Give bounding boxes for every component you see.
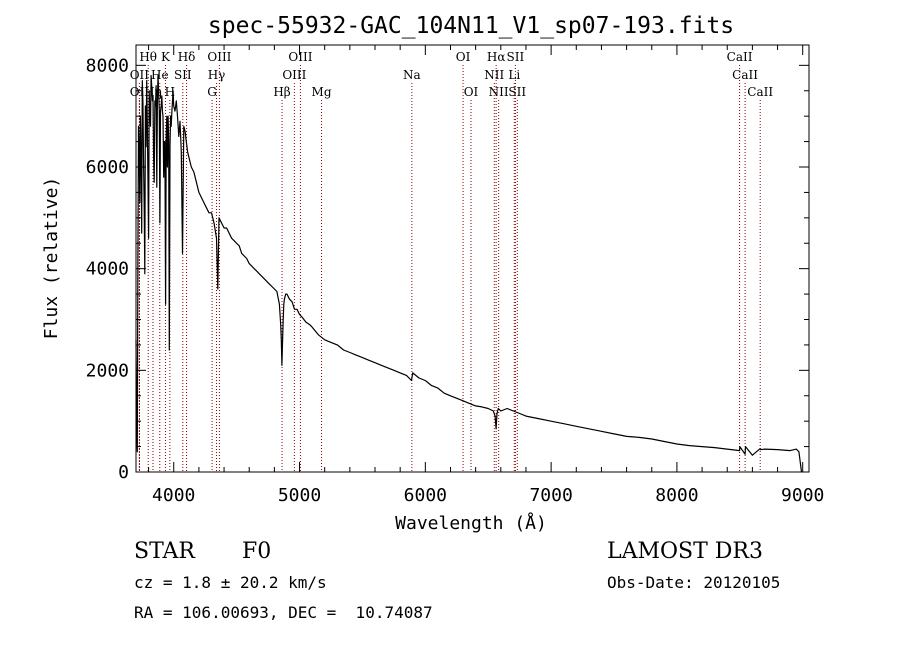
object-class: STAR xyxy=(134,539,195,564)
observation-date: Obs-Date: 20120105 xyxy=(607,573,781,592)
chart-title: spec-55932-GAC_104N11_V1_sp07-193.fits xyxy=(208,13,734,39)
y-axis-label: Flux (relative) xyxy=(41,177,62,340)
line-label-19: Hα xyxy=(487,50,506,64)
survey-label: LAMOST DR3 xyxy=(607,539,763,564)
axes-layer: 4000 5000 6000 7000 8000 9000 0 2000 4000 6000 800… xyxy=(86,45,824,506)
line-label-24: SII xyxy=(508,85,526,99)
spectrum-layer xyxy=(135,74,803,473)
object-subclass: F0 xyxy=(242,539,272,564)
x-tick-label-5: 9000 xyxy=(781,485,824,506)
line-label-27: CaII xyxy=(747,85,773,99)
line-label-16: Na xyxy=(403,68,421,82)
line-label-12: OIII xyxy=(288,50,312,64)
line-label-4: K xyxy=(161,50,171,64)
line-label-23: NII xyxy=(489,85,509,99)
line-label-9: OIII xyxy=(207,50,231,64)
x-axis-label: Wavelength (Å) xyxy=(395,512,547,534)
line-label-2: OII xyxy=(130,85,150,99)
line-label-18: OI xyxy=(464,85,479,99)
line-label-5: He xyxy=(151,68,169,82)
line-label-17: OI xyxy=(456,50,471,64)
x-tick-label-2: 6000 xyxy=(404,485,447,506)
line-label-20: SII xyxy=(507,50,525,64)
line-label-10: Hγ xyxy=(208,68,226,82)
x-tick-label-3: 7000 xyxy=(529,485,572,506)
y-tick-label-2: 4000 xyxy=(86,259,129,280)
line-label-7: H xyxy=(165,85,175,99)
line-label-21: NII xyxy=(484,68,504,82)
line-label-26: CaII xyxy=(732,68,758,82)
x-tick-label-4: 8000 xyxy=(655,485,698,506)
plot-frame xyxy=(135,44,810,473)
line-label-22: Li xyxy=(508,68,520,82)
line-label-25: CaII xyxy=(727,50,753,64)
line-label-8: Hδ xyxy=(178,50,196,64)
y-tick-label-3: 6000 xyxy=(86,157,129,178)
y-tick-label-0: 0 xyxy=(118,462,129,483)
ra-dec: RA = 106.00693, DEC = 10.74087 xyxy=(134,603,433,622)
line-label-13: OIII xyxy=(282,68,306,82)
line-label-15: Mg xyxy=(312,85,332,99)
line-label-6: SII xyxy=(174,68,192,82)
y-tick-label-4: 8000 xyxy=(86,55,129,76)
line-label-0: Hθ xyxy=(139,50,157,64)
line-label-11: G xyxy=(207,85,217,99)
spectrum-line xyxy=(135,74,803,473)
redshift-cz: cz = 1.8 ± 20.2 km/s xyxy=(134,573,327,592)
y-tick-label-1: 2000 xyxy=(86,360,129,381)
line-label-14: Hβ xyxy=(273,85,290,99)
line-label-1: OII xyxy=(130,68,150,82)
x-tick-label-1: 5000 xyxy=(278,485,321,506)
x-tick-label-0: 4000 xyxy=(152,485,195,506)
